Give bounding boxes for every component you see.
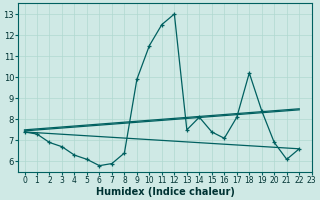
X-axis label: Humidex (Indice chaleur): Humidex (Indice chaleur) xyxy=(96,187,235,197)
